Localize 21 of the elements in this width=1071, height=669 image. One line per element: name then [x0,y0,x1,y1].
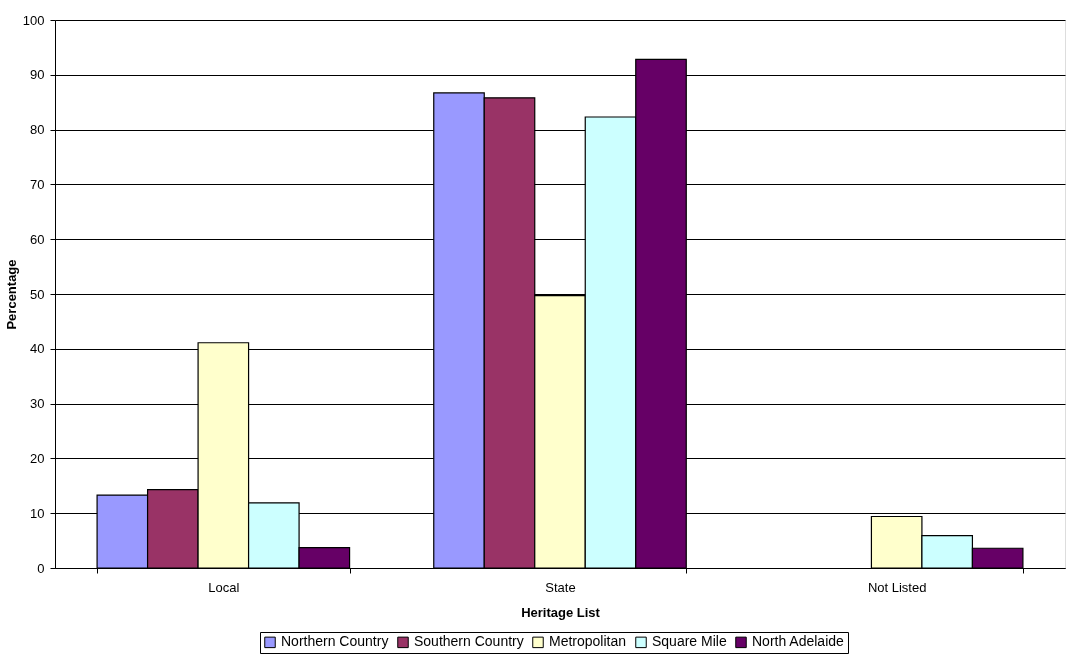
y-tick-label: 20 [30,450,45,466]
legend-label: Metropolitan [549,633,627,650]
y-tick-label: 90 [30,67,45,83]
y-axis-title: Percentage [3,259,19,330]
y-tick-label: 60 [30,231,45,247]
legend-label: Southern Country [414,633,524,650]
y-tick-label: 80 [30,122,45,138]
x-tick-label: Not Listed [867,579,927,595]
x-tick-label: Local [208,579,240,595]
legend-label: Northern Country [281,633,389,650]
legend-label: North Adelaide [752,633,845,650]
y-tick-label: 50 [30,286,45,302]
y-tick-label: 30 [30,396,45,412]
y-tick-label: 70 [30,176,45,192]
x-axis-title: Heritage List [521,604,601,620]
y-tick-label: 10 [30,505,45,521]
y-tick-label: 0 [37,560,45,576]
y-tick-label: 40 [30,341,45,357]
y-tick-label: 100 [22,12,45,28]
legend-label: Square Mile [652,633,727,650]
x-tick-label: State [545,579,576,595]
